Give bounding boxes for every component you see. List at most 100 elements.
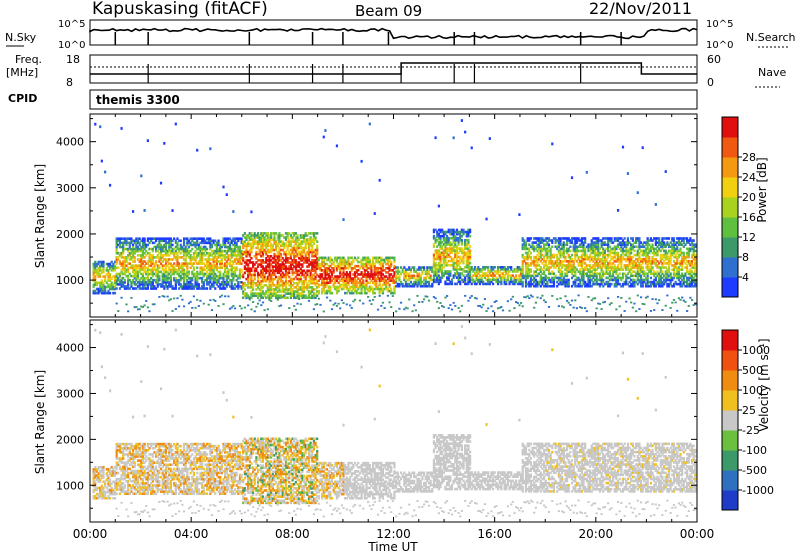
power-cell [444, 243, 447, 246]
power-cell [169, 274, 172, 278]
power-cell [250, 269, 253, 273]
power-cell [294, 286, 297, 289]
power-cell [115, 272, 118, 276]
power-cell [247, 279, 250, 283]
power-cell [261, 286, 265, 289]
power-cell [265, 250, 268, 254]
power-cell [238, 258, 242, 261]
power-cell [334, 279, 337, 282]
power-cell [439, 276, 442, 279]
power-cell [245, 261, 248, 264]
power-cell [240, 258, 243, 261]
power-cell [339, 264, 342, 268]
power-cell [352, 277, 355, 280]
power-cell [97, 273, 100, 276]
power-cell [92, 279, 95, 282]
power-cell [316, 244, 319, 248]
power-cell [291, 259, 294, 262]
power-cell [100, 289, 103, 293]
power-cell [424, 270, 427, 273]
power-cell [383, 279, 386, 282]
power-cell [362, 262, 365, 266]
power-cell [298, 244, 301, 248]
power-cell [375, 283, 378, 287]
power-cell [398, 270, 401, 273]
power-cell [399, 282, 403, 286]
power-cell [302, 286, 306, 289]
power-cell [322, 287, 325, 291]
power-cell [302, 273, 306, 277]
power-cell [414, 280, 417, 284]
power-cell [176, 258, 179, 261]
power-cell [293, 261, 296, 264]
power-cell [348, 285, 352, 289]
power-cell [459, 255, 462, 259]
power-cell [485, 217, 488, 221]
power-cell [169, 278, 172, 282]
power-cell [255, 281, 258, 285]
power-cell [306, 281, 309, 285]
power-cell [136, 237, 140, 240]
power-cell [245, 234, 248, 237]
power-cell [95, 262, 99, 266]
power-cell [107, 269, 110, 272]
power-cell [99, 285, 102, 289]
power-cell [276, 269, 279, 273]
power-cell [307, 242, 311, 246]
power-cell [360, 289, 363, 293]
power-cell [306, 296, 309, 300]
power-cell [123, 264, 126, 267]
power-cell [444, 272, 447, 275]
power-cell [215, 264, 219, 267]
power-cell [270, 244, 273, 248]
power-cell [378, 178, 381, 182]
power-cell [166, 270, 169, 274]
power-cell [159, 256, 163, 259]
power-cell [192, 268, 196, 272]
power-cell [214, 239, 217, 243]
power-cell [529, 237, 533, 240]
power-cell [278, 284, 281, 287]
power-cell [432, 245, 436, 248]
power-cell [281, 290, 284, 293]
power-cell [291, 294, 294, 297]
power-cell [419, 274, 422, 278]
power-cell [256, 292, 260, 295]
power-cell [444, 247, 447, 250]
power-cell [452, 259, 455, 263]
power-cell [256, 240, 260, 243]
power-cell [416, 280, 419, 284]
power-cell [312, 259, 316, 262]
power-cell [345, 277, 348, 280]
power-cell [171, 209, 174, 212]
power-cell [227, 272, 230, 276]
power-cell [291, 263, 294, 266]
power-cell [362, 285, 365, 289]
power-cell [219, 274, 222, 278]
power-cell [345, 279, 348, 282]
power-cell [406, 268, 409, 271]
power-cell [273, 236, 276, 239]
power-cell [166, 260, 169, 263]
power-cell [311, 248, 314, 252]
power-cell [207, 276, 210, 280]
power-cell [255, 254, 258, 258]
power-cell [247, 242, 250, 246]
power-cell [281, 273, 284, 277]
power-cell [293, 232, 296, 235]
power-cell [164, 270, 168, 274]
power-cell [268, 236, 271, 239]
power-cell [348, 256, 352, 260]
power-cell [233, 268, 237, 272]
power-cell [373, 279, 376, 282]
power-cell [141, 245, 145, 249]
power-cell [196, 247, 199, 251]
power-cell [227, 254, 230, 257]
power-cell [459, 280, 462, 284]
power-cell [368, 273, 371, 276]
power-cell [253, 263, 256, 266]
power-cell [222, 283, 225, 286]
power-cell [360, 283, 363, 287]
power-cell [222, 272, 225, 276]
power-cell [445, 270, 449, 273]
